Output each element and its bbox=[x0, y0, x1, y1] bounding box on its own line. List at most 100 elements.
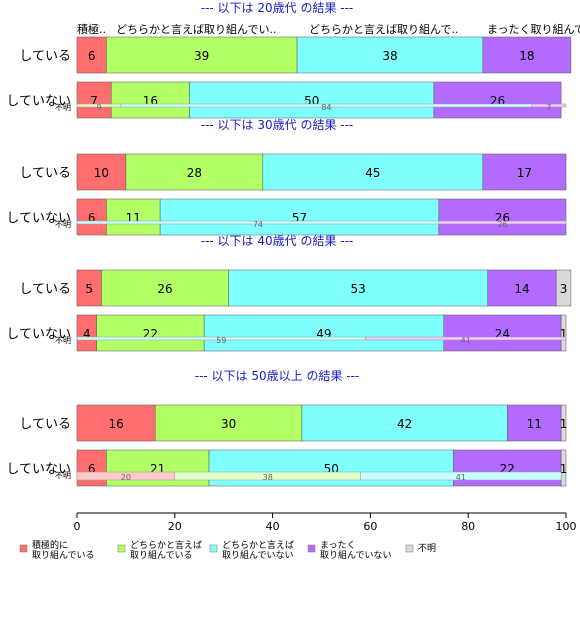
data-label-2-0-0: 5 bbox=[85, 282, 93, 296]
data-label-0-0-3: 18 bbox=[519, 49, 534, 63]
bar-segment-1-1-0 bbox=[76, 198, 107, 236]
bar-segment-2-0-1 bbox=[101, 269, 229, 307]
x-tick-label-4: 80 bbox=[461, 520, 475, 533]
unknown-row-label-1: 不明 bbox=[55, 220, 71, 229]
legend-label-0-0: 積極的に bbox=[32, 539, 68, 551]
legend-label-0-1: 取り組んでいる bbox=[32, 549, 95, 561]
bar-segment-1-1-2 bbox=[159, 198, 440, 236]
data-label-1-0-2: 45 bbox=[365, 166, 380, 180]
unknown-label-3-0: 20 bbox=[121, 473, 131, 482]
data-label-2-1-0: 4 bbox=[83, 327, 91, 341]
unknown-label-2-3: 41 bbox=[461, 336, 471, 345]
group-title-2: --- 以下は 40歳代 の結果 --- bbox=[201, 234, 354, 248]
bar-segment-0-1-2 bbox=[189, 81, 435, 119]
bar-segment-0-0-2 bbox=[296, 36, 484, 74]
bar-segment-2-1-1 bbox=[96, 314, 205, 352]
unknown-segment-3-2 bbox=[360, 471, 562, 481]
row-label-3-0: している bbox=[19, 417, 71, 432]
unknown-row-label-2: 不明 bbox=[55, 336, 71, 345]
legend-label-3-0: まったく bbox=[320, 540, 356, 551]
bar-segment-3-0-2 bbox=[301, 404, 508, 442]
unknown-segment-2-3 bbox=[365, 336, 567, 341]
unknown-label-0-2: 84 bbox=[321, 103, 331, 112]
bar-segment-1-0-3 bbox=[482, 153, 567, 191]
row-label-2-0: している bbox=[19, 282, 71, 297]
legend-label-3-1: 取り組んでいない bbox=[320, 549, 392, 561]
legend-swatch-3 bbox=[307, 544, 316, 553]
row-label-0-1: していない bbox=[6, 94, 71, 109]
legend-swatch-1 bbox=[117, 544, 126, 553]
data-label-2-0-4: 3 bbox=[560, 282, 568, 296]
x-tick-label-5: 100 bbox=[556, 520, 577, 533]
unknown-label-3-1: 38 bbox=[263, 473, 273, 482]
bar-segment-3-0-3 bbox=[507, 404, 562, 442]
group-title-3: --- 以下は 50歳以上 の結果 --- bbox=[195, 369, 360, 383]
x-tick-label-1: 20 bbox=[168, 520, 182, 533]
unknown-row-label-3: 不明 bbox=[55, 471, 71, 480]
data-label-0-1-0: 7 bbox=[90, 94, 98, 108]
row-label-1-1: していない bbox=[6, 211, 71, 226]
bar-segment-2-1-2 bbox=[203, 314, 444, 352]
bar-segment-0-0-0 bbox=[76, 36, 107, 74]
bar-segment-1-1-1 bbox=[106, 198, 161, 236]
data-label-0-0-2: 38 bbox=[382, 49, 397, 63]
data-label-3-1-0: 6 bbox=[88, 462, 96, 476]
unknown-label-2-2: 59 bbox=[216, 336, 226, 345]
x-tick-label-0: 0 bbox=[74, 520, 81, 533]
data-label-1-0-3: 17 bbox=[517, 166, 532, 180]
unknown-label-1-3: 26 bbox=[497, 220, 507, 229]
bar-segment-1-0-1 bbox=[125, 153, 264, 191]
series-header-2: どちらかと言えば取り組んで.. bbox=[309, 23, 458, 36]
row-label-1-0: している bbox=[19, 166, 71, 181]
data-label-3-0-0: 16 bbox=[108, 417, 123, 431]
group-title-0: --- 以下は 20歳代 の結果 --- bbox=[201, 1, 354, 15]
legend-label-1-0: どちらかと言えば bbox=[130, 539, 202, 551]
data-label-0-0-1: 39 bbox=[194, 49, 209, 63]
data-label-2-0-2: 53 bbox=[351, 282, 366, 296]
bar-segment-0-1-3 bbox=[433, 81, 562, 119]
bar-segment-2-0-0 bbox=[76, 269, 102, 307]
data-label-1-0-0: 10 bbox=[94, 166, 109, 180]
unknown-label-0-3: 7 bbox=[546, 103, 551, 112]
legend-swatch-4 bbox=[405, 544, 414, 553]
series-header-0: 積極.. bbox=[77, 22, 106, 36]
bar-segment-1-1-3 bbox=[438, 198, 567, 236]
unknown-label-3-2: 41 bbox=[456, 473, 466, 482]
data-label-1-0-1: 28 bbox=[187, 166, 202, 180]
bar-segment-2-0-4 bbox=[555, 269, 572, 307]
bar-segment-0-1-0 bbox=[76, 81, 112, 119]
unknown-row-label-0: 不明 bbox=[55, 103, 71, 112]
bar-segment-0-0-1 bbox=[106, 36, 298, 74]
bar-segment-3-0-0 bbox=[76, 404, 156, 442]
bar-segment-1-0-2 bbox=[262, 153, 484, 191]
bar-segment-3-0-1 bbox=[154, 404, 303, 442]
data-label-3-0-2: 42 bbox=[397, 417, 412, 431]
unknown-segment-0-3 bbox=[531, 103, 567, 108]
data-label-0-0-0: 6 bbox=[88, 49, 96, 63]
bar-segment-2-1-4 bbox=[560, 314, 567, 352]
legend-label-4-0: 不明 bbox=[418, 543, 436, 554]
data-label-2-0-1: 26 bbox=[157, 282, 172, 296]
bar-segment-0-0-3 bbox=[482, 36, 572, 74]
unknown-label-1-2: 74 bbox=[253, 220, 263, 229]
bar-segment-2-0-2 bbox=[228, 269, 489, 307]
data-label-2-0-3: 14 bbox=[514, 282, 529, 296]
unknown-segment-1-3 bbox=[438, 220, 567, 225]
data-label-3-0-4: 1 bbox=[560, 417, 568, 431]
data-label-1-1-0: 6 bbox=[88, 211, 96, 225]
legend-swatch-0 bbox=[19, 544, 28, 553]
row-label-2-1: していない bbox=[6, 327, 71, 342]
x-tick-label-3: 60 bbox=[363, 520, 377, 533]
legend-label-2-0: どちらかと言えば bbox=[222, 539, 294, 551]
row-label-3-1: していない bbox=[6, 462, 71, 477]
bar-segment-1-0-0 bbox=[76, 153, 127, 191]
data-label-3-0-3: 11 bbox=[527, 417, 542, 431]
bar-segment-3-0-4 bbox=[560, 404, 567, 442]
x-tick-label-2: 40 bbox=[266, 520, 280, 533]
bar-segment-3-1-4 bbox=[560, 449, 567, 487]
data-label-3-1-4: 1 bbox=[560, 462, 568, 476]
group-title-1: --- 以下は 30歳代 の結果 --- bbox=[201, 118, 354, 132]
